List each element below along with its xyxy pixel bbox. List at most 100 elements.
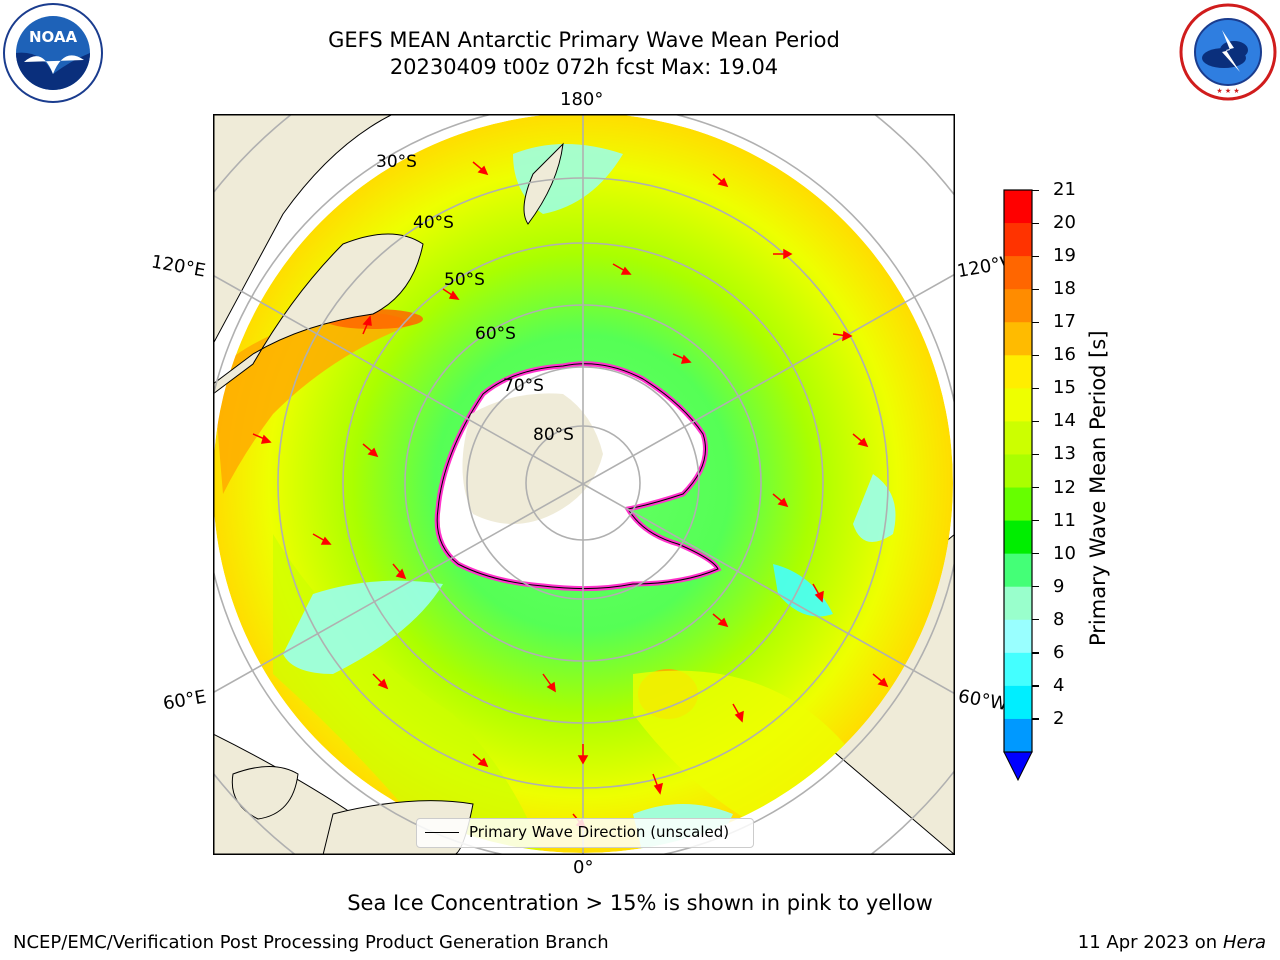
colorbar-segment [1004, 421, 1032, 455]
wave-arrow [542, 673, 556, 693]
wave-arrow [472, 161, 489, 176]
colorbar-segment [1004, 454, 1032, 489]
wave-arrow [872, 673, 889, 688]
lon-label-180: 180° [560, 89, 604, 110]
noaa-logo-icon: NOAA [3, 3, 103, 103]
colorbar-segment [1004, 487, 1032, 522]
colorbar-tick-label: 10 [1053, 542, 1076, 564]
colorbar-tick-mark [1032, 387, 1039, 390]
wave-arrow [812, 583, 824, 603]
colorbar-tick-label: 18 [1053, 278, 1076, 300]
wave-arrow [372, 673, 389, 690]
wave-arrow [832, 330, 853, 342]
colorbar [1003, 189, 1033, 782]
colorbar-tick-mark [1032, 288, 1039, 290]
lat-label-50s: 50°S [444, 270, 485, 290]
colorbar-segment [1004, 256, 1032, 290]
colorbar-segment [1004, 388, 1032, 422]
colorbar-frame [1003, 189, 1033, 753]
colorbar-tick-mark [1032, 420, 1039, 423]
wave-arrow [472, 753, 489, 768]
wave-arrow [392, 563, 407, 580]
colorbar-extend-arrow [1003, 751, 1033, 782]
wave-arrow [442, 288, 460, 300]
colorbar-label: Primary Wave Mean Period [s] [1086, 330, 1110, 646]
colorbar-tick-label: 19 [1053, 245, 1076, 267]
colorbar-tick-label: 8 [1053, 608, 1065, 630]
colorbar-tick-label: 9 [1053, 575, 1065, 597]
lat-label-40s: 40°S [413, 213, 454, 233]
colorbar-tick-mark [1032, 718, 1039, 720]
lat-label-30s: 30°S [376, 152, 417, 172]
wave-arrow [362, 315, 372, 335]
lon-label-60e: 60°E [161, 686, 208, 715]
colorbar-segment [1004, 289, 1032, 323]
colorbar-segment [1004, 718, 1032, 753]
colorbar-tick-label: 4 [1053, 674, 1065, 696]
colorbar-tick-label: 21 [1053, 179, 1076, 200]
lat-label-80s: 80°S [533, 425, 574, 445]
wave-arrow [672, 353, 692, 364]
lon-label-120e: 120°E [149, 251, 208, 282]
colorbar-tick-label: 17 [1053, 311, 1076, 333]
sea-ice-caption: Sea Ice Concentration > 15% is shown in … [347, 891, 933, 915]
colorbar-tick-mark [1032, 619, 1039, 621]
wave-arrow [652, 773, 664, 795]
colorbar-tick-mark [1032, 189, 1039, 191]
colorbar-tick-label: 6 [1053, 641, 1065, 663]
wave-arrow [772, 493, 789, 508]
wave-arrow [712, 613, 729, 628]
footer-date-text: 11 Apr 2023 on [1077, 932, 1223, 953]
colorbar-tick-mark [1032, 255, 1039, 257]
wave-arrow [252, 433, 272, 444]
wave-arrow [612, 263, 632, 275]
wave-arrow [312, 533, 332, 545]
wave-arrow [732, 703, 744, 723]
colorbar-tick-mark [1032, 685, 1039, 687]
colorbar-segment [1004, 685, 1032, 720]
wave-arrow [773, 248, 793, 260]
colorbar-tick-mark [1032, 453, 1039, 456]
colorbar-tick-mark [1032, 553, 1039, 555]
colorbar-tick-label: 13 [1053, 443, 1076, 465]
colorbar-tick-mark [1032, 321, 1039, 323]
wave-arrow [577, 744, 589, 765]
noaa-logo-text: NOAA [29, 28, 78, 46]
polar-map [213, 114, 955, 855]
colorbar-tick-label: 20 [1053, 212, 1076, 234]
wave-arrow [852, 433, 869, 448]
colorbar-tick-label: 14 [1053, 410, 1076, 432]
nws-logo-icon: ★ ★ ★ [1179, 3, 1277, 101]
svg-text:★ ★ ★: ★ ★ ★ [1216, 87, 1239, 95]
lat-label-60s: 60°S [475, 324, 516, 344]
colorbar-tick-label: 12 [1053, 476, 1076, 498]
colorbar-segment [1004, 223, 1032, 257]
colorbar-tick-label: 15 [1053, 377, 1076, 399]
footer-date: 11 Apr 2023 on Hera [1078, 932, 1266, 953]
footer-credit: NCEP/EMC/Verification Post Processing Pr… [13, 932, 609, 953]
lon-label-0: 0° [573, 857, 594, 878]
colorbar-segment [1004, 190, 1032, 224]
colorbar-segment [1004, 520, 1032, 555]
map-legend: Primary Wave Direction (unscaled) [416, 818, 754, 848]
wave-arrow [712, 173, 729, 188]
colorbar-segment [1004, 619, 1032, 654]
colorbar-segment [1004, 553, 1032, 588]
colorbar-tick-mark [1032, 520, 1039, 522]
chart-title: GEFS MEAN Antarctic Primary Wave Mean Pe… [328, 28, 840, 52]
chart-subtitle: 20230409 t00z 072h fcst Max: 19.04 [389, 55, 779, 79]
colorbar-segment [1004, 652, 1032, 687]
colorbar-tick-mark [1032, 354, 1039, 356]
colorbar-segment [1004, 355, 1032, 389]
colorbar-tick-mark [1032, 487, 1039, 489]
colorbar-tick-mark [1032, 652, 1039, 654]
footer-machine: Hera [1222, 932, 1266, 953]
colorbar-tick-label: 11 [1053, 509, 1076, 531]
legend-line-icon [425, 832, 459, 833]
colorbar-segment [1004, 586, 1032, 621]
colorbar-segment [1004, 322, 1032, 356]
legend-label: Primary Wave Direction (unscaled) [469, 823, 730, 841]
colorbar-tick-mark [1032, 586, 1039, 588]
lat-label-70s: 70°S [503, 376, 544, 396]
colorbar-tick-label: 2 [1053, 707, 1065, 729]
